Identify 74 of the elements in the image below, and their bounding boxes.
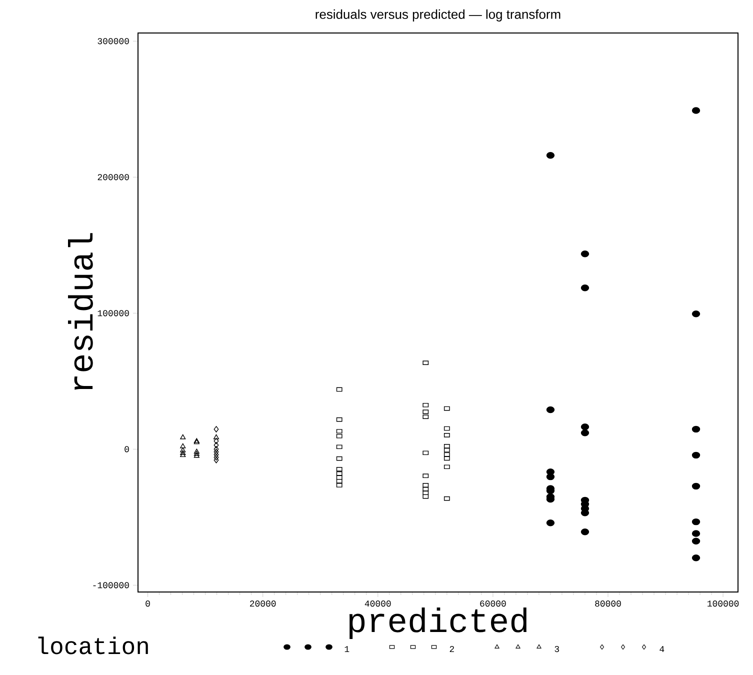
point xyxy=(546,520,555,526)
point xyxy=(214,426,219,432)
point xyxy=(336,478,342,484)
point xyxy=(214,454,219,460)
point xyxy=(214,456,219,464)
point xyxy=(214,442,219,448)
point xyxy=(580,528,590,536)
point xyxy=(336,471,342,476)
chart-title: residuals versus predicted — log transform xyxy=(316,9,560,22)
point xyxy=(180,443,186,448)
y-tick-label: -100000 xyxy=(93,582,129,588)
point xyxy=(692,107,700,114)
point xyxy=(692,310,700,318)
point xyxy=(692,554,700,562)
point xyxy=(546,473,555,480)
point xyxy=(580,284,590,292)
point xyxy=(213,434,220,440)
legend-title: location xyxy=(38,636,148,654)
point xyxy=(180,447,186,452)
point xyxy=(444,456,450,461)
point xyxy=(336,456,342,461)
legend-label: 1 xyxy=(344,646,350,652)
point xyxy=(194,452,200,458)
point xyxy=(180,450,186,456)
point xyxy=(692,518,700,526)
point xyxy=(214,451,219,458)
point xyxy=(580,424,590,430)
point xyxy=(422,494,429,499)
point xyxy=(546,152,555,159)
point xyxy=(580,250,590,258)
point xyxy=(546,406,555,414)
point xyxy=(422,474,429,478)
y-tick-label: 0 xyxy=(124,446,129,452)
point xyxy=(180,452,186,458)
point xyxy=(692,530,700,537)
x-tick-label: 40000 xyxy=(364,600,391,607)
point xyxy=(422,490,429,496)
x-axis-title: predicted xyxy=(349,607,526,640)
point xyxy=(336,475,342,480)
point xyxy=(336,434,342,438)
y-tick-label: 300000 xyxy=(98,38,129,44)
point xyxy=(444,496,450,501)
point xyxy=(444,452,450,457)
point xyxy=(214,448,219,456)
point xyxy=(194,448,200,454)
point xyxy=(444,448,450,452)
point xyxy=(692,482,700,490)
point xyxy=(444,426,450,431)
legend-label: 4 xyxy=(660,646,664,652)
x-tick-label: 60000 xyxy=(480,600,506,607)
point xyxy=(444,464,450,470)
y-tick-label: 200000 xyxy=(98,174,129,180)
x-tick-label: 100000 xyxy=(708,600,739,607)
point xyxy=(444,406,450,411)
point xyxy=(336,444,342,450)
legend-label: 3 xyxy=(554,646,560,652)
point xyxy=(422,450,429,456)
point xyxy=(214,446,219,452)
x-tick-label: 20000 xyxy=(250,600,276,607)
point xyxy=(692,538,700,544)
x-tick-label: 0 xyxy=(146,600,150,607)
y-tick-label: 100000 xyxy=(98,310,129,316)
point xyxy=(422,402,429,408)
point xyxy=(336,417,342,422)
point xyxy=(180,434,186,440)
point xyxy=(214,438,219,444)
point xyxy=(194,450,200,456)
y-axis-title: residual xyxy=(68,233,93,390)
legend-label: 2 xyxy=(450,646,454,652)
x-tick-label: 80000 xyxy=(595,600,621,607)
point xyxy=(580,430,590,436)
point xyxy=(336,387,342,392)
point xyxy=(692,426,700,433)
point xyxy=(692,452,700,459)
